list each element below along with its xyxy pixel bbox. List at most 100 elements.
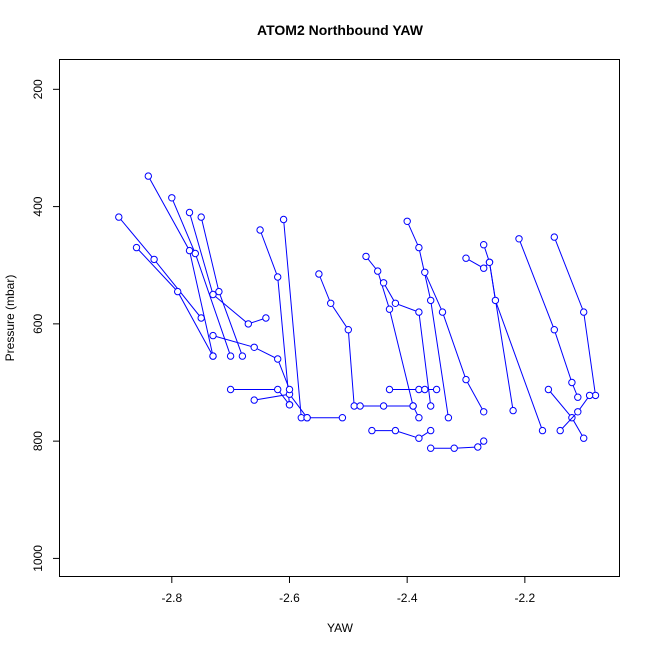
data-point	[274, 355, 282, 363]
data-point	[550, 233, 558, 241]
data-point	[379, 402, 388, 410]
series-line	[383, 282, 432, 407]
data-point	[285, 401, 294, 409]
data-point	[132, 243, 141, 252]
data-point	[274, 273, 282, 281]
data-point	[462, 375, 470, 384]
data-point	[544, 385, 553, 394]
data-point	[150, 255, 158, 264]
series-line	[430, 440, 485, 449]
data-point	[279, 215, 288, 224]
series-line	[371, 430, 431, 439]
series-line	[518, 238, 579, 398]
data-point	[480, 264, 488, 272]
series-22	[427, 437, 488, 452]
data-point	[250, 343, 258, 351]
data-point	[344, 326, 352, 334]
data-point	[209, 352, 217, 360]
series-line	[424, 272, 485, 413]
data-point	[450, 444, 458, 452]
data-point	[362, 252, 370, 261]
data-point	[480, 241, 488, 249]
chart-title: ATOM2 Northbound YAW	[257, 22, 424, 38]
x-tick-label: -2.2	[515, 591, 536, 605]
data-point	[538, 426, 547, 435]
data-point	[209, 290, 217, 299]
plot-frame	[59, 59, 620, 577]
data-point	[374, 267, 382, 275]
series-5	[197, 213, 247, 360]
data-point	[574, 393, 582, 401]
series-line	[360, 405, 420, 418]
series-line	[465, 257, 514, 411]
data-point	[415, 308, 423, 316]
y-tick-label: 800	[31, 431, 45, 451]
series-19	[250, 390, 311, 422]
data-point	[303, 414, 311, 422]
data-point	[474, 443, 482, 451]
series-line	[318, 273, 355, 407]
series-16	[515, 235, 582, 401]
series-17	[550, 233, 600, 400]
data-point	[391, 426, 400, 435]
series-18	[226, 385, 294, 409]
series-11	[379, 279, 435, 410]
data-point	[444, 414, 453, 422]
data-point	[515, 235, 523, 243]
data-point	[338, 414, 347, 422]
data-point	[185, 246, 194, 255]
data-point	[509, 406, 517, 415]
series-6	[185, 208, 270, 328]
data-point	[427, 296, 435, 305]
series-15	[480, 241, 547, 435]
data-point	[415, 414, 423, 422]
data-point	[215, 287, 223, 296]
data-point	[391, 299, 400, 307]
series-4	[168, 194, 235, 360]
data-point	[415, 434, 423, 442]
data-point	[144, 172, 153, 180]
data-point	[226, 352, 235, 360]
data-point	[485, 258, 494, 266]
data-point	[185, 208, 194, 217]
data-point	[274, 385, 282, 394]
data-point	[580, 434, 588, 442]
data-point	[585, 391, 594, 400]
data-point	[480, 408, 488, 416]
axes: -2.8 -2.6 -2.4 -2.2 200 400 600 800 1000	[31, 79, 536, 605]
data-point	[385, 305, 394, 313]
y-tick-label: 200	[31, 79, 45, 99]
data-point	[432, 385, 441, 394]
data-point	[409, 402, 417, 410]
data-point	[427, 402, 435, 410]
x-tick-label: -2.4	[397, 591, 418, 605]
data-point	[315, 270, 323, 278]
series-9	[315, 270, 358, 410]
series-line	[483, 244, 543, 431]
data-point	[250, 396, 258, 404]
data-point	[480, 437, 488, 445]
series-line	[365, 256, 414, 407]
data-point	[415, 243, 423, 252]
data-point	[427, 426, 435, 435]
data-point	[462, 254, 470, 262]
data-point	[285, 385, 294, 394]
series-3	[132, 243, 217, 360]
y-tick-label: 1000	[31, 545, 45, 572]
x-tick-label: -2.6	[279, 591, 300, 605]
data-point	[168, 194, 176, 202]
data-point	[550, 326, 558, 334]
series-26	[209, 331, 294, 394]
data-point	[379, 279, 388, 287]
series-25	[556, 391, 594, 435]
data-point	[491, 296, 500, 305]
data-point	[209, 331, 217, 340]
data-point	[262, 314, 270, 322]
series-line	[212, 335, 290, 390]
data-point	[368, 426, 376, 435]
data-point	[226, 385, 235, 394]
y-axis-label: Pressure (mbar)	[3, 275, 17, 362]
series-line	[189, 212, 267, 325]
